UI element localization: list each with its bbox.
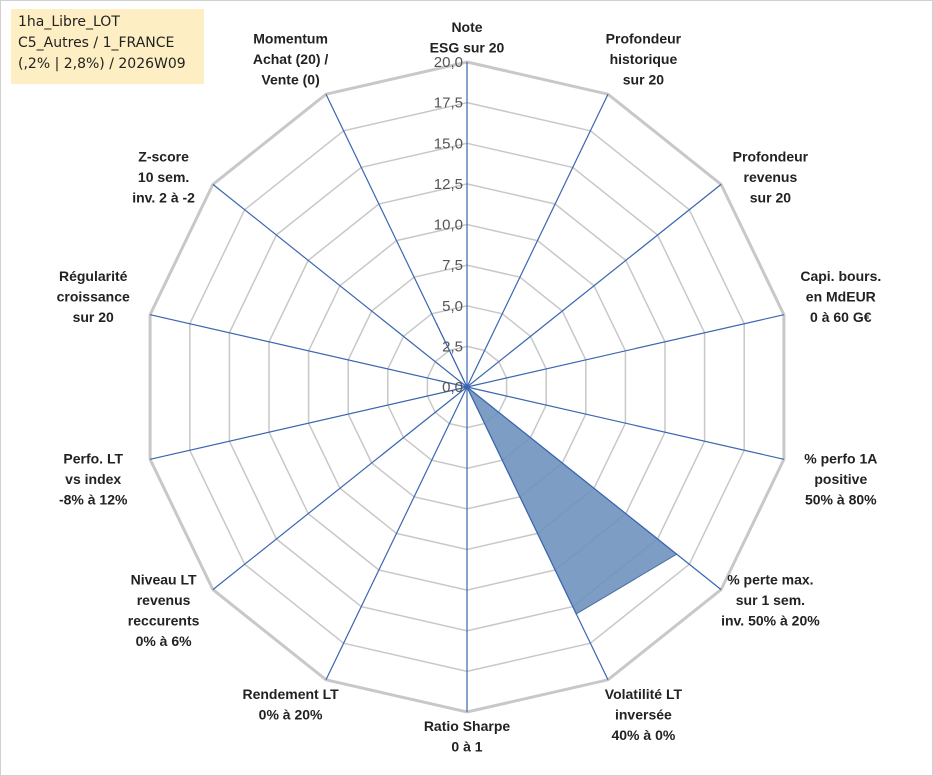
radial-tick-labels: 0,0 2,5 5,0 7,5 10,0 12,5 15,0 17,5 20,0: [434, 54, 463, 396]
axis-label-line: sur 1 sem.: [736, 592, 805, 608]
axis-label: Momentum Achat (20) / Vente (0): [253, 31, 329, 88]
axis-label-line: Perfo. LT: [63, 451, 123, 467]
axis-label: Niveau LT revenus reccurents 0% à 6%: [128, 571, 200, 649]
axis-label-line: revenus: [744, 169, 798, 185]
axis-spoke: [466, 183, 722, 388]
axis-label-line: Z-score: [138, 148, 189, 164]
axis-label-line: Niveau LT: [131, 571, 197, 587]
axis-label-line: Régularité: [59, 268, 128, 284]
axis-label: Note ESG sur 20: [430, 19, 505, 56]
axis-label-line: vs index: [65, 471, 121, 487]
axis-label-line: inversée: [615, 706, 672, 722]
axis-label-line: % perte max.: [727, 571, 813, 587]
axis-spoke: [466, 386, 609, 681]
axis-label-line: 0% à 6%: [136, 633, 193, 649]
axis-label-line: Achat (20) /: [253, 51, 329, 67]
axis-label-line: Vente (0): [261, 72, 319, 88]
axis-label-line: Ratio Sharpe: [424, 718, 511, 734]
axis-label-line: historique: [610, 51, 678, 67]
axis-labels: Note ESG sur 20 Profondeur historique sur 20…: [57, 19, 882, 755]
axis-label: Profondeur historique sur 20: [606, 31, 682, 88]
axis-label-line: 50% à 80%: [805, 492, 877, 508]
axis-label: Profondeur revenus sur 20: [733, 148, 809, 205]
axis-spoke: [212, 386, 468, 591]
axis-label: % perfo 1A positive 50% à 80%: [804, 451, 877, 508]
axis-label: Z-score 10 sem. inv. 2 à -2: [132, 148, 195, 205]
tick-label: 5,0: [442, 298, 463, 315]
axis-label: % perte max. sur 1 sem. inv. 50% à 20%: [721, 571, 820, 628]
axis-label-line: Profondeur: [606, 31, 682, 47]
axis-label-line: % perfo 1A: [804, 451, 877, 467]
axis-label: Capi. bours. en MdEUR 0 à 60 G€: [800, 268, 881, 325]
axis-label-line: sur 20: [73, 309, 114, 325]
axis-spoke: [466, 386, 722, 591]
axis-label-line: 0 à 60 G€: [810, 309, 872, 325]
axis-spoke: [149, 386, 468, 460]
axis-label-line: Rendement LT: [242, 686, 339, 702]
axis-label-line: sur 20: [750, 189, 791, 205]
axis-label-line: sur 20: [623, 72, 664, 88]
axis-label: Perfo. LT vs index -8% à 12%: [59, 451, 128, 508]
info-line-3: (,2% | 2,8%) / 2026W09: [18, 56, 186, 72]
info-line-1: 1ha_Libre_LOT: [18, 14, 120, 30]
tick-label: 7,5: [442, 257, 463, 274]
radar-axes: [149, 62, 785, 712]
axis-label-line: inv. 50% à 20%: [721, 612, 820, 628]
axis-label: Régularité croissance sur 20: [57, 268, 130, 325]
axis-label-line: -8% à 12%: [59, 492, 128, 508]
axis-label: Rendement LT 0% à 20%: [242, 686, 339, 723]
axis-spoke: [466, 314, 785, 388]
axis-label-line: reccurents: [128, 612, 200, 628]
axis-spoke: [466, 93, 609, 388]
axis-label-line: 10 sem.: [138, 169, 189, 185]
axis-spoke: [466, 386, 785, 460]
axis-label-line: Volatilité LT: [605, 686, 683, 702]
tick-label: 15,0: [434, 135, 463, 152]
axis-label-line: Profondeur: [733, 148, 809, 164]
axis-spoke: [149, 314, 468, 388]
axis-spoke: [212, 183, 468, 388]
tick-label: 10,0: [434, 217, 463, 234]
axis-label-line: revenus: [137, 592, 191, 608]
axis-spoke: [325, 386, 468, 681]
axis-label-line: Note: [451, 19, 482, 35]
info-box: 1ha_Libre_LOT C5_Autres / 1_FRANCE (,2% …: [11, 9, 204, 84]
axis-label-line: 40% à 0%: [611, 727, 675, 743]
axis-label-line: inv. 2 à -2: [132, 189, 195, 205]
tick-label: 0,0: [442, 379, 463, 396]
axis-label-line: croissance: [57, 288, 130, 304]
axis-label-line: ESG sur 20: [430, 40, 505, 56]
tick-label: 12,5: [434, 176, 463, 193]
axis-label-line: Capi. bours.: [800, 268, 881, 284]
series-area: [436, 323, 678, 615]
tick-label: 17,5: [434, 95, 463, 112]
info-line-2: C5_Autres / 1_FRANCE: [18, 35, 175, 51]
axis-label-line: 0 à 1: [451, 739, 482, 755]
axis-spoke: [325, 93, 468, 388]
tick-label: 2,5: [442, 338, 463, 355]
axis-label: Ratio Sharpe 0 à 1: [424, 718, 511, 755]
axis-label: Volatilité LT inversée 40% à 0%: [605, 686, 683, 743]
tick-label: 20,0: [434, 54, 463, 71]
axis-label-line: en MdEUR: [806, 288, 876, 304]
axis-label-line: positive: [814, 471, 867, 487]
axis-label-line: 0% à 20%: [259, 706, 323, 722]
axis-label-line: Momentum: [253, 31, 328, 47]
